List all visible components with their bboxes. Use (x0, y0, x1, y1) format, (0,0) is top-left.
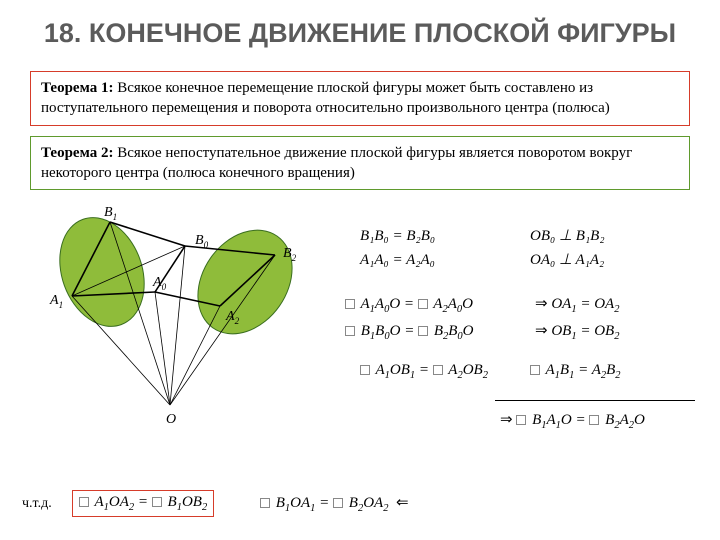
eq-impl-left: A1A0O = A2A0O B1B0O = B2B0O (345, 292, 474, 346)
eq-conclusion: ⇒ B1A1O = B2A2O (500, 408, 645, 435)
svg-text:A1: A1 (49, 293, 63, 310)
eq-final-right: A1B1 = A2B2 (530, 358, 621, 385)
eq-impl-a: A1A0O = A2A0O (345, 292, 474, 319)
theorem-2-body: Всякое непоступательное движение плоской… (41, 145, 632, 181)
eq-group-left: B₁B₀ = B₂B₀ A₁A₀ = A₂A₀ (360, 224, 435, 272)
theorem-1-box: Теорема 1: Всякое конечное перемещение п… (30, 71, 690, 126)
boxed-equation: A1OA2 = B1OB2 (72, 490, 214, 517)
eq-ob1ob2: ⇒ OB1 = OB2 (535, 319, 619, 346)
svg-text:B1: B1 (104, 205, 117, 222)
eq-b1b0: B₁B₀ = B₂B₀ (360, 224, 435, 248)
svg-text:B2: B2 (283, 246, 297, 263)
eq-ob0: OB₀ ⊥ B₁B₂ (530, 224, 605, 248)
theorem-1-body: Всякое конечное перемещение плоской фигу… (41, 80, 610, 116)
theorem-1-label: Теорема 1: (41, 80, 113, 96)
theorem-2-label: Теорема 2: (41, 145, 113, 161)
eq-final-left: A1OB1 = A2OB2 (360, 358, 488, 385)
eq-a1a0: A₁A₀ = A₂A₀ (360, 248, 435, 272)
diagram-area: B1A1B0A0B2A2O B₁B₀ = B₂B₀ A₁A₀ = A₂A₀ OB… (0, 200, 720, 460)
eq-impl-b: B1B0O = B2B0O (345, 319, 474, 346)
eq-group-right: OB₀ ⊥ B₁B₂ OA₀ ⊥ A₁A₂ (530, 224, 605, 272)
derivation-rule-line (495, 400, 695, 401)
eq-impl-right: ⇒ OA1 = OA2 ⇒ OB1 = OB2 (535, 292, 619, 346)
svg-text:B0: B0 (195, 233, 209, 250)
eq-oa0: OA₀ ⊥ A₁A₂ (530, 248, 605, 272)
geometry-diagram: B1A1B0A0B2A2O (20, 200, 330, 450)
chain-equation: B1OA1 = B2OA2 ⇐ (260, 493, 409, 514)
svg-text:O: O (166, 412, 176, 427)
slide-title: 18. КОНЕЧНОЕ ДВИЖЕНИЕ ПЛОСКОЙ ФИГУРЫ (0, 0, 720, 63)
qed-label: ч.т.д. (22, 496, 52, 512)
eq-oa1oa2: ⇒ OA1 = OA2 (535, 292, 619, 319)
theorem-2-box: Теорема 2: Всякое непоступательное движе… (30, 136, 690, 191)
